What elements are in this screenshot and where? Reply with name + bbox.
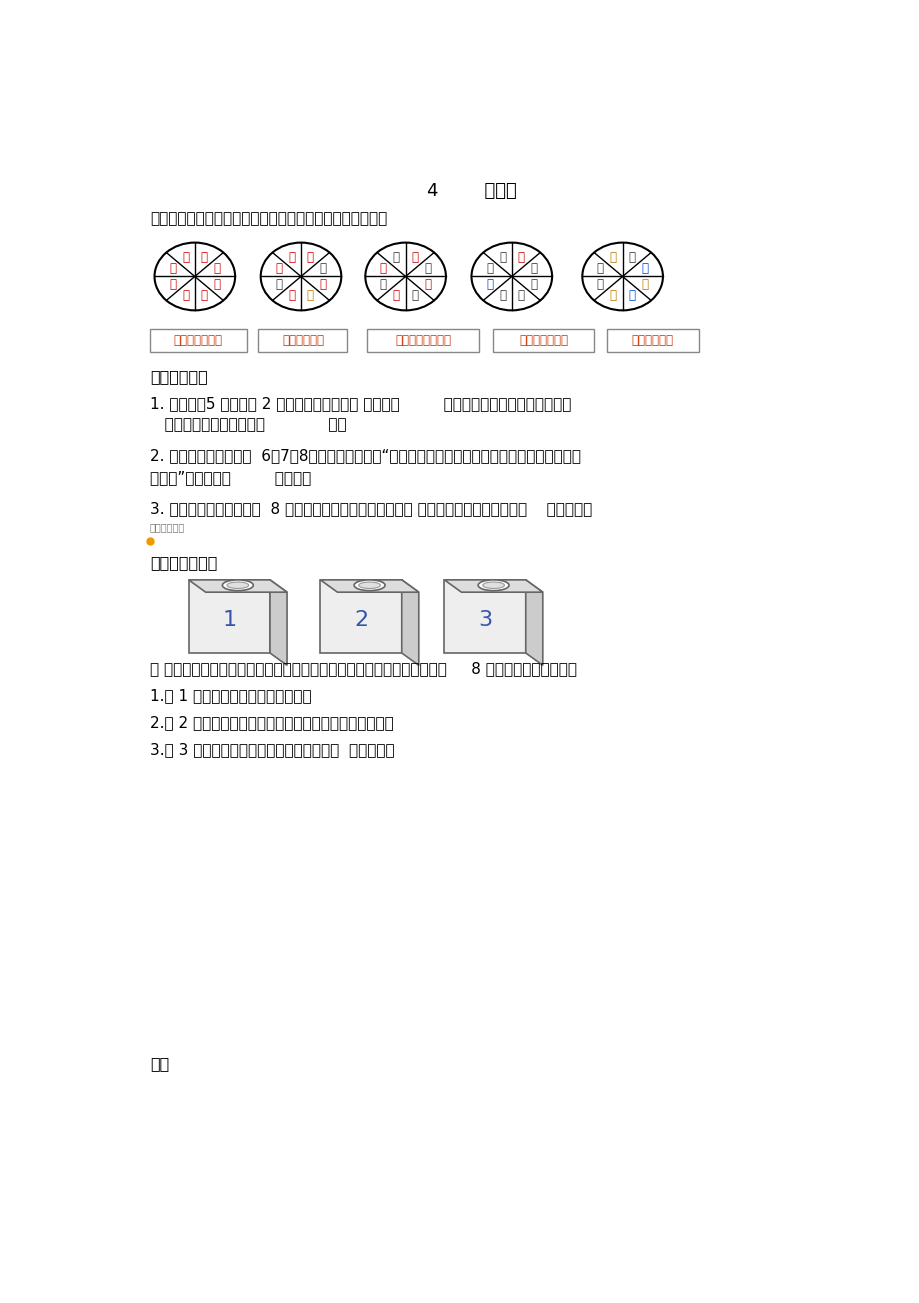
Text: 黄: 黄 (641, 278, 648, 291)
Text: 红: 红 (392, 289, 400, 302)
Polygon shape (444, 580, 542, 592)
Ellipse shape (482, 582, 504, 589)
Text: 2.从 2 号盒中摸出的黄棋子比摸出的绳棋子的可能性大。: 2.从 2 号盒中摸出的黄棋子比摸出的绳棋子的可能性大。 (150, 715, 393, 730)
Text: 白: 白 (596, 278, 603, 291)
Text: 蓝: 蓝 (485, 278, 493, 291)
Text: 1.从 1 号盒中摸出的一定是红棋子。: 1.从 1 号盒中摸出的一定是红棋子。 (150, 688, 312, 702)
Ellipse shape (260, 242, 341, 310)
Text: 红: 红 (411, 251, 418, 265)
Text: 一、如果转动一次下面的转盘，然后根据你的判断连一连。: 一、如果转动一次下面的转盘，然后根据你的判断连一连。 (150, 211, 387, 227)
Text: 白: 白 (411, 289, 418, 302)
Text: 红: 红 (182, 251, 189, 265)
Text: 不太可能出现红色: 不太可能出现红色 (394, 334, 450, 347)
Text: 白: 白 (517, 289, 524, 302)
Text: 白: 白 (392, 251, 400, 265)
Ellipse shape (154, 242, 235, 310)
Text: 不可能出现红色: 不可能出现红色 (518, 334, 567, 347)
Text: 黄: 黄 (609, 251, 617, 265)
Text: 3. 盒中装有红球和黄球共  8 个，任意摸一个，若摸出红球的 可能性大，则盒中至少有（    ）个红球。: 3. 盒中装有红球和黄球共 8 个，任意摸一个，若摸出红球的 可能性大，则盒中至… (150, 500, 592, 516)
Text: 红: 红 (169, 262, 176, 275)
Text: 蓝: 蓝 (641, 262, 648, 275)
Text: 白: 白 (380, 278, 386, 291)
FancyBboxPatch shape (258, 328, 347, 352)
Ellipse shape (582, 242, 663, 310)
Text: 二、填一填。: 二、填一填。 (150, 369, 208, 384)
Polygon shape (188, 580, 269, 653)
Text: 红: 红 (380, 262, 386, 275)
Text: 1: 1 (222, 610, 236, 631)
Text: 2. 三张卡片上分别写着  6、7、8，小明对小华说：“如果摆出的三位数是单数，你就获胜，否则就算: 2. 三张卡片上分别写着 6、7、8，小明对小华说：“如果摆出的三位数是单数，你… (150, 448, 580, 464)
Text: 红: 红 (320, 278, 326, 291)
Text: 红: 红 (213, 278, 221, 291)
Text: 2: 2 (354, 610, 368, 631)
Text: 白: 白 (498, 289, 505, 302)
Text: 红: 红 (424, 278, 431, 291)
Text: 白: 白 (485, 262, 493, 275)
Polygon shape (320, 580, 418, 592)
Text: 白: 白 (628, 251, 635, 265)
Text: 红: 红 (200, 289, 208, 302)
Ellipse shape (222, 580, 253, 590)
Text: 白: 白 (530, 262, 537, 275)
Text: 红: 红 (182, 289, 189, 302)
Text: 白: 白 (424, 262, 431, 275)
Text: 一定出现红色: 一定出现红色 (281, 334, 323, 347)
Text: 红: 红 (275, 262, 282, 275)
Ellipse shape (358, 582, 380, 589)
Text: 白: 白 (320, 262, 326, 275)
Polygon shape (525, 580, 542, 666)
Polygon shape (188, 580, 287, 592)
Text: 四、: 四、 (150, 1055, 169, 1071)
Text: （双：师资）: （双：师资） (150, 521, 185, 532)
Text: 1. 盒子里有5 枚黑棋和 2 枚白棋，任意摸出一 枚，有（         ）种可能，摸出黑棋的可能性（: 1. 盒子里有5 枚黑棋和 2 枚白棋，任意摸出一 枚，有（ ）种可能，摸出黑棋… (150, 396, 571, 410)
Polygon shape (320, 580, 402, 653)
Ellipse shape (227, 582, 248, 589)
Text: 3: 3 (478, 610, 492, 631)
Text: 3.从 3 号盒中摸出的可能是黄棋子，也可能  是绳棋子。: 3.从 3 号盒中摸出的可能是黄棋子，也可能 是绳棋子。 (150, 741, 394, 757)
Polygon shape (444, 580, 525, 653)
Text: 有 红、黄、、绳三色棋子若干个，根据要求分别在上面的每个盒子中放入     8 个棋子，应该怎样放？: 有 红、黄、、绳三色棋子若干个，根据要求分别在上面的每个盒子中放入 8 个棋子，… (150, 661, 576, 676)
Text: 红: 红 (288, 251, 295, 265)
Ellipse shape (471, 242, 551, 310)
Ellipse shape (365, 242, 446, 310)
Polygon shape (402, 580, 418, 666)
Text: 黄: 黄 (609, 289, 617, 302)
Text: 白: 白 (530, 278, 537, 291)
Text: 可能出现红色: 可能出现红色 (631, 334, 673, 347)
Text: 黄: 黄 (306, 289, 313, 302)
FancyBboxPatch shape (607, 328, 698, 352)
Text: 红: 红 (517, 251, 524, 265)
Text: 白: 白 (498, 251, 505, 265)
Text: 白: 白 (275, 278, 282, 291)
Text: 蓝: 蓝 (628, 289, 635, 302)
Text: 红: 红 (306, 251, 313, 265)
Text: 三、请你设计。: 三、请你设计。 (150, 555, 217, 571)
Text: 红: 红 (288, 289, 295, 302)
Text: 白: 白 (596, 262, 603, 275)
Text: 4        可能性: 4 可能性 (426, 182, 516, 199)
Text: 我胜。”这个游戏（         ）获胜。: 我胜。”这个游戏（ ）获胜。 (150, 470, 311, 485)
Text: 很可能出现红色: 很可能出现红色 (174, 334, 222, 347)
Text: 红: 红 (200, 251, 208, 265)
FancyBboxPatch shape (367, 328, 479, 352)
Ellipse shape (354, 580, 385, 590)
Text: ），摸出白棋的可能性（             ）。: ），摸出白棋的可能性（ ）。 (150, 417, 346, 433)
Text: 红: 红 (169, 278, 176, 291)
FancyBboxPatch shape (493, 328, 594, 352)
FancyBboxPatch shape (150, 328, 246, 352)
Text: 红: 红 (213, 262, 221, 275)
Polygon shape (269, 580, 287, 666)
Ellipse shape (478, 580, 508, 590)
